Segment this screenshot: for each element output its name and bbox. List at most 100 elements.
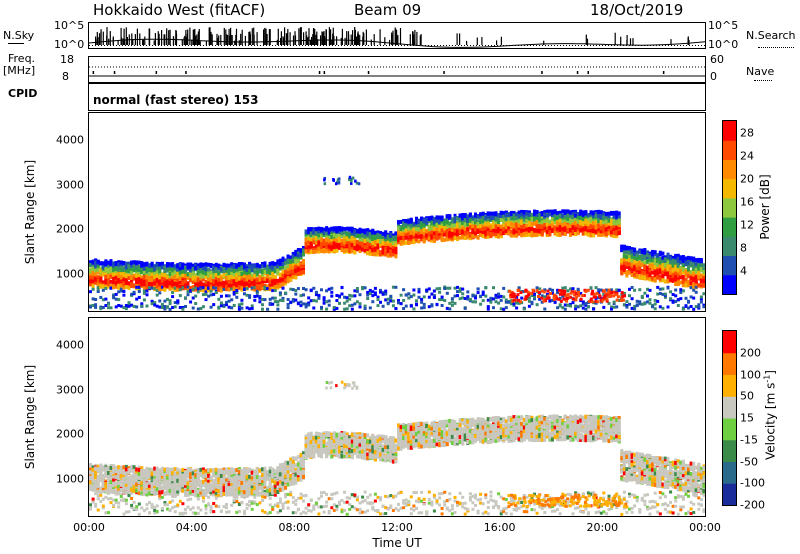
power-cell [166, 275, 169, 280]
power-cell [412, 293, 416, 297]
power-cell [535, 224, 539, 229]
power-cell [427, 287, 431, 291]
power-cell [435, 230, 439, 235]
nsky-bar [357, 34, 360, 45]
power-cell [184, 286, 187, 291]
power-cell [227, 283, 231, 288]
power-cell [471, 230, 475, 235]
power-cell [309, 242, 313, 246]
power-cell [94, 277, 98, 282]
power-cell [245, 268, 249, 272]
power-cell [558, 224, 562, 229]
power-cell [489, 232, 493, 236]
power-cell [415, 299, 418, 303]
nsky-bar [142, 39, 144, 45]
nave-label: Nave [746, 65, 775, 78]
power-cell [402, 237, 406, 242]
power-cell [107, 260, 110, 265]
power-cell [201, 265, 205, 270]
power-cell [404, 240, 408, 245]
power-panel [88, 112, 706, 312]
power-cell [148, 268, 151, 272]
power-cell [194, 273, 198, 278]
power-cell [119, 283, 123, 288]
power-cell [551, 211, 554, 215]
nsky-bar [280, 31, 282, 45]
power-cell [225, 263, 228, 268]
power-cell [312, 237, 316, 242]
power-cell [522, 228, 526, 233]
power-cell [107, 302, 110, 306]
power-cell [348, 304, 352, 308]
power-cell [563, 222, 567, 226]
power-cell [453, 233, 457, 238]
power-cell [155, 289, 159, 293]
power-cell [545, 230, 549, 235]
power-cell [404, 222, 408, 227]
power-cell [530, 233, 534, 238]
power-cell [107, 306, 110, 310]
power-cell [232, 292, 236, 296]
power-cell [140, 302, 144, 306]
nsky-bar [197, 39, 199, 45]
power-cell [458, 297, 462, 301]
power-cell [517, 210, 521, 215]
power-cell [124, 281, 128, 286]
power-cell [201, 293, 205, 297]
power-cell [314, 231, 318, 236]
power-cell [327, 238, 331, 243]
power-cell [271, 261, 275, 266]
power-cell [258, 286, 262, 291]
power-cell [122, 293, 126, 297]
power-cell [335, 294, 339, 297]
power-cell [107, 263, 110, 267]
nsky-bar [345, 40, 348, 45]
power-cell [222, 269, 226, 274]
power-cell [153, 301, 157, 305]
power-cell [509, 302, 513, 306]
nsky-bar [384, 37, 386, 45]
power-cell [168, 299, 172, 303]
power-cell [363, 286, 367, 290]
power-cell [530, 217, 534, 221]
beam-title: Beam 09 [354, 1, 422, 19]
power-cell [204, 286, 208, 291]
power-cell [399, 293, 403, 297]
power-cell [407, 232, 411, 237]
power-cell [127, 276, 131, 281]
power-cell [350, 238, 354, 243]
power-cell [409, 239, 413, 244]
power-cell [225, 303, 228, 307]
power-cell [237, 276, 241, 281]
nsky-bar [420, 34, 422, 45]
power-cell [137, 282, 141, 287]
power-cell [448, 286, 452, 290]
power-cell [322, 249, 326, 254]
nsky-bar [226, 34, 228, 45]
power-cell [104, 277, 108, 282]
power-cell [166, 264, 169, 269]
power-cell [181, 307, 185, 311]
power-cell [201, 288, 205, 293]
power-cell [507, 300, 511, 304]
power-cell [201, 277, 205, 282]
power-cell [402, 229, 406, 234]
power-cell [94, 298, 98, 301]
power-cell [168, 278, 172, 282]
power-cell [358, 241, 362, 246]
power-cell [181, 263, 185, 268]
power-cell [458, 287, 462, 291]
power-cell [456, 224, 459, 229]
power-cell [276, 278, 280, 283]
nsky-bar [370, 39, 372, 45]
power-cell [273, 269, 277, 274]
power-cell [112, 263, 116, 268]
power-cell [96, 265, 100, 270]
power-cell [276, 264, 280, 269]
power-cell [276, 269, 280, 274]
nsky-bar [251, 28, 253, 45]
power-cell [512, 222, 516, 227]
power-cell [199, 287, 203, 291]
power-cell [461, 235, 465, 240]
power-cell [456, 285, 459, 289]
